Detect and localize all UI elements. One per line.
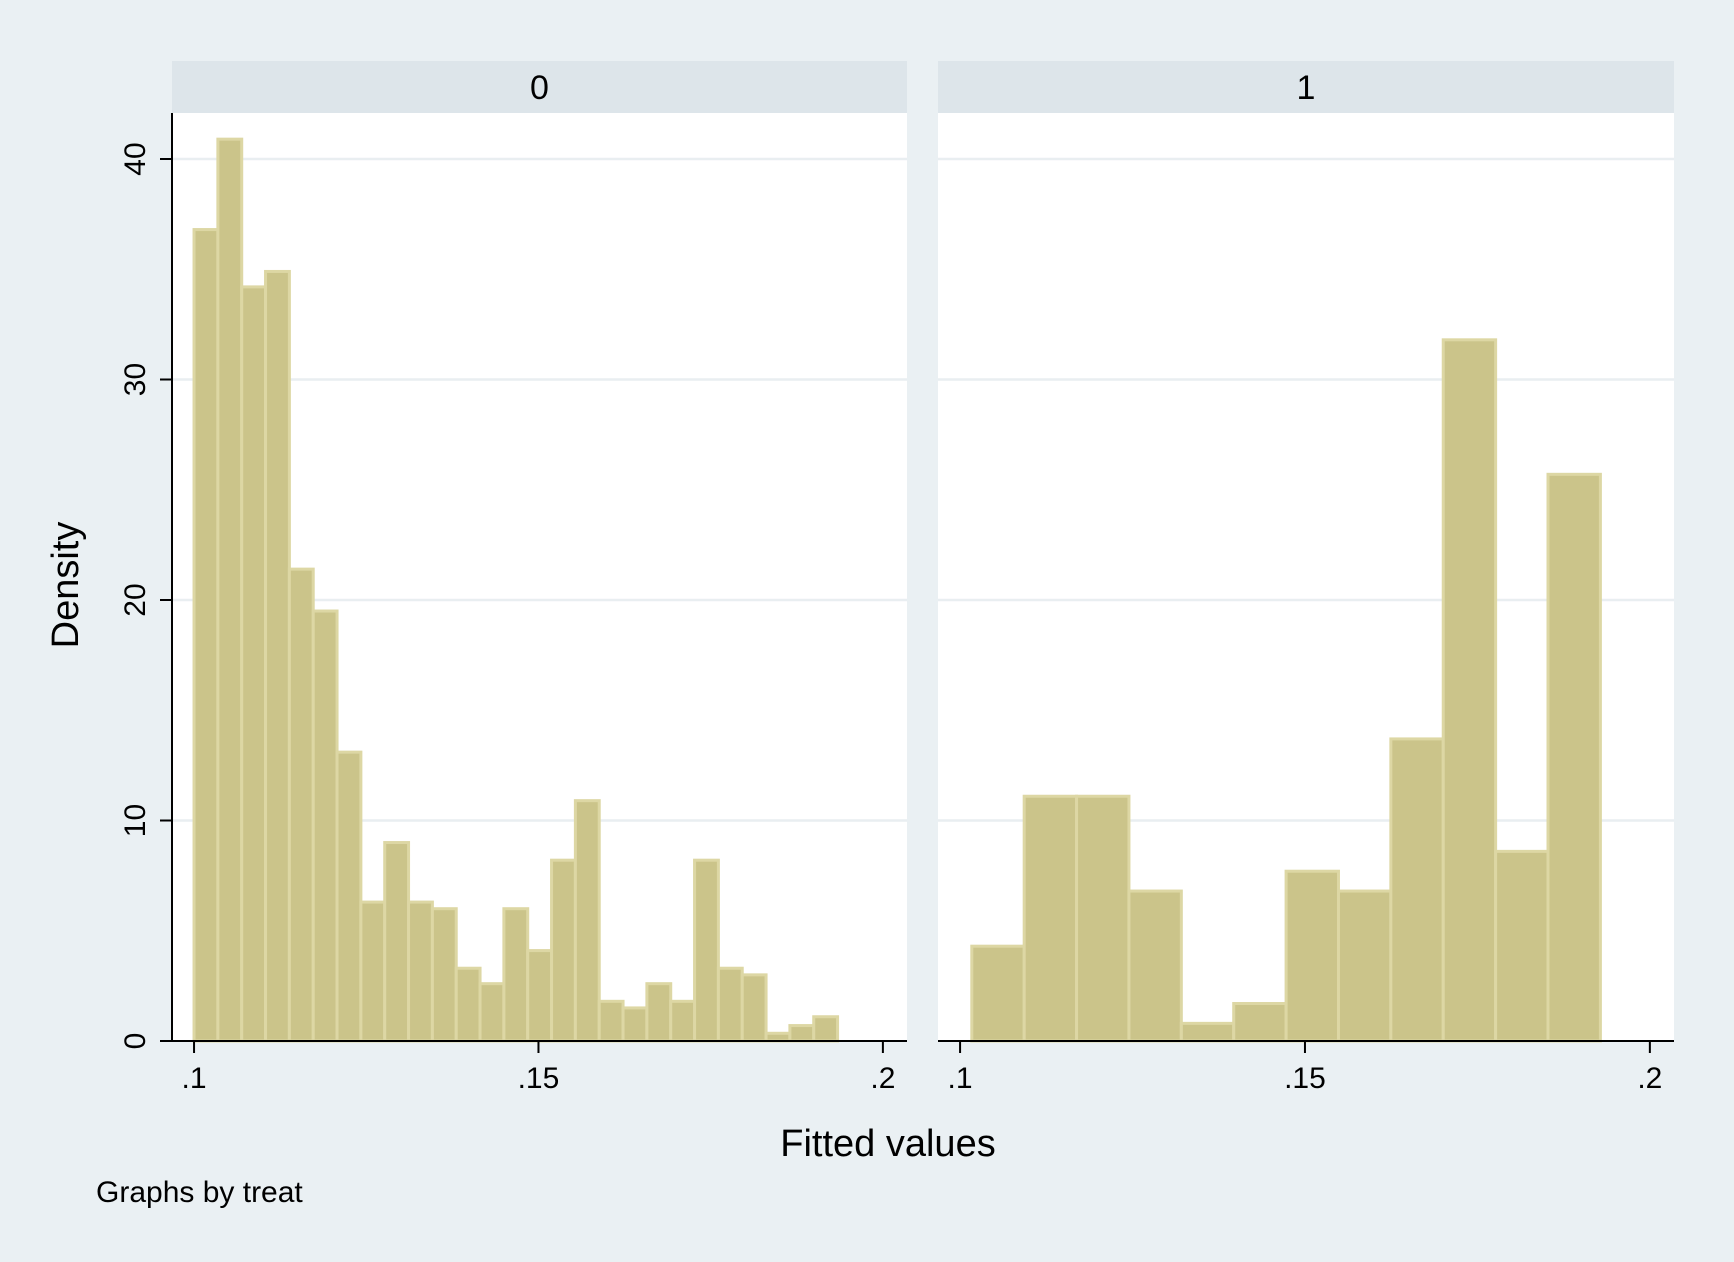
y-tick-label: 20 <box>119 583 152 616</box>
histogram-bar <box>1389 737 1445 1043</box>
x-tick-label: .2 <box>870 1062 895 1095</box>
histogram-bar <box>1127 889 1183 1043</box>
histogram-bar <box>740 973 768 1043</box>
x-tick-label: .2 <box>1637 1062 1662 1095</box>
histogram-bar <box>573 799 601 1043</box>
histogram-bar <box>1546 472 1602 1043</box>
histogram-bar <box>764 1031 792 1043</box>
histogram-bar <box>287 567 315 1043</box>
histogram-bar <box>1075 794 1131 1043</box>
histogram-bar <box>669 999 697 1043</box>
histogram-bar <box>264 269 291 1043</box>
graph-note: Graphs by treat <box>96 1176 303 1209</box>
y-axis: 0 10 20 30 40 <box>119 113 173 1049</box>
panel-1-x-ticks: .1 .15 .2 <box>948 1041 1662 1095</box>
histogram-bar <box>1179 1021 1236 1043</box>
histogram-bar <box>812 1015 840 1043</box>
histogram-bar <box>1494 849 1550 1043</box>
panel-1-title: 1 <box>1297 69 1316 107</box>
histogram-bar <box>970 944 1026 1043</box>
panel-1-bars <box>970 338 1602 1043</box>
y-tick-label: 40 <box>119 142 152 175</box>
histogram-bar <box>550 858 577 1043</box>
panel-1: 1 .1 .15 .2 <box>938 61 1674 1095</box>
x-axis-label: Fitted values <box>780 1123 995 1165</box>
histogram-bar <box>1022 794 1079 1043</box>
histogram-bar <box>240 285 268 1043</box>
y-axis-label: Density <box>45 522 87 649</box>
y-tick-label: 30 <box>119 363 152 396</box>
x-tick-label: .15 <box>1284 1062 1326 1095</box>
histogram-bar <box>430 907 458 1043</box>
y-tick-label: 0 <box>119 1033 152 1050</box>
histogram-bar <box>1441 338 1498 1043</box>
y-tick-label: 10 <box>119 804 152 837</box>
panel-0-title: 0 <box>530 69 549 107</box>
panel-0-strip <box>172 61 907 113</box>
histogram-bar <box>502 907 530 1043</box>
histogram-bar <box>454 966 482 1043</box>
histogram-bar <box>216 137 244 1043</box>
panel-0-bars <box>192 137 840 1043</box>
histogram-bar <box>1232 1002 1288 1043</box>
histogram-bar <box>621 1006 649 1043</box>
panel-0: 0 .1 .15 .2 <box>172 61 907 1095</box>
histogram-bar <box>693 858 720 1043</box>
histogram-bar <box>1336 889 1393 1043</box>
panel-1-strip <box>938 61 1674 113</box>
histogram-bar <box>192 228 220 1043</box>
x-tick-label: .1 <box>948 1062 973 1095</box>
histogram-bar <box>597 999 625 1043</box>
histogram-bar <box>407 900 434 1043</box>
histogram-bar <box>359 900 387 1043</box>
histogram-bar <box>383 841 411 1043</box>
x-tick-label: .15 <box>518 1062 560 1095</box>
histogram-bar <box>335 750 363 1043</box>
histogram-bar <box>1284 869 1340 1043</box>
x-tick-label: .1 <box>182 1062 207 1095</box>
panel-0-x-ticks: .1 .15 .2 <box>182 1041 895 1095</box>
histogram-bar <box>478 982 506 1043</box>
histogram-bar <box>716 966 744 1043</box>
y-ticks: 0 10 20 30 40 <box>119 142 172 1049</box>
histogram-bar <box>788 1024 816 1043</box>
histogram-bar <box>311 609 339 1043</box>
histogram-bar <box>526 949 554 1043</box>
histogram-bar <box>645 982 673 1043</box>
